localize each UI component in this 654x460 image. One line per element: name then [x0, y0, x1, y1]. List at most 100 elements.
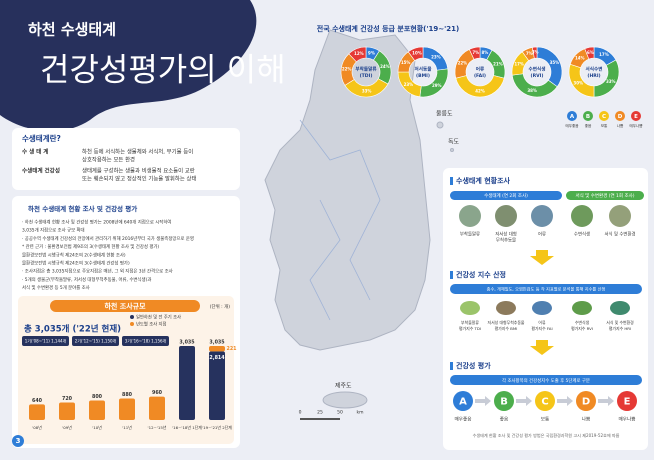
grade-letter: A [570, 114, 575, 120]
grade-circle [576, 391, 596, 411]
page-number: 3 [16, 437, 21, 445]
donut-label: 35% [550, 60, 560, 65]
value-label: 720 [62, 396, 73, 402]
definition-text: 또는 훼손되지 않고 정상적인 기능을 발휘하는 상태 [82, 175, 196, 183]
donut-label: 42% [475, 89, 485, 94]
grade-label: 매우좋음 [455, 416, 472, 423]
ulleungdo [436, 121, 444, 129]
grade-label: 나쁨 [617, 123, 624, 128]
legend-label: 일반하천 및 전 주기 조사 [136, 314, 181, 321]
grade-arrow [475, 396, 491, 406]
chart-panel [18, 296, 234, 444]
x-tick-label: '19~'21년 2단계 [202, 425, 232, 430]
grade-label: 보통 [601, 123, 608, 128]
scale-label: km [357, 410, 364, 416]
bar [209, 346, 225, 352]
value-label: 960 [152, 390, 163, 396]
value-label: 640 [32, 398, 43, 404]
definition-text: 상호작용하는 모든 환경 [82, 156, 135, 164]
tab-pill [566, 191, 644, 200]
x-tick-label: '09년 [62, 425, 72, 430]
donut-title: (BMI) [416, 73, 430, 79]
definition-term: 수 생 태 계 [22, 148, 48, 156]
donut-label: 30% [573, 80, 583, 85]
status-line: 서식 및 수변환경 등 5개 분야를 조사 [22, 284, 90, 291]
eval-note: 각 조사항목의 건강성지수 도출 후 5단계로 구분 [502, 377, 590, 384]
legend-swatch [130, 315, 134, 319]
grade-label: 좋음 [585, 124, 592, 128]
survey-item: 저서성 대형 [495, 231, 517, 238]
status-line: · 공공수역 수생태계 건강성의 전망에서 관리하기 위해 2016년부터 국가… [22, 235, 194, 242]
grade-letter: C [541, 397, 548, 408]
tab-pill [450, 191, 562, 200]
index-label: 평가지수 BMI [495, 326, 518, 331]
scale-label: 0 [299, 410, 302, 416]
chart-title: 하천 조사규모 [104, 302, 146, 311]
donut-title: 수변식생 [529, 66, 546, 73]
definition-title: 수생태계란? [22, 133, 61, 143]
survey-item: 수변식생 [574, 231, 590, 238]
map-label: 독도 [448, 139, 460, 146]
section-marker [450, 271, 453, 279]
korea-map [264, 29, 431, 351]
bar [89, 400, 105, 420]
status-line: * 관련 근거 : 물환경보전법 제9조의 3(수생태계 현황 조사 및 건강성… [22, 243, 159, 250]
donut-title: (HRI) [587, 73, 600, 79]
survey-photo [609, 205, 631, 227]
index-label: 부착돌말류 [461, 320, 479, 325]
grade-label: 매우나쁨 [619, 416, 636, 423]
survey-photo [571, 205, 593, 227]
index-icon [532, 301, 552, 315]
donut-title: (RVI) [530, 73, 543, 79]
donut-label: 24% [380, 64, 390, 69]
donut-slice [407, 46, 424, 62]
definition-text: 생태계를 구성하는 생물과 비생물적 요소들이 교란 [82, 167, 195, 175]
grade-arrow [598, 396, 614, 406]
donut-slice [348, 46, 367, 63]
donut-title: (TDI) [360, 73, 373, 79]
grade-letter: A [459, 397, 467, 408]
donut-label: 10% [412, 50, 422, 55]
grade-dot [631, 111, 641, 121]
tab-label: 서식 및 수변환경 (연 1회 조사) [575, 192, 634, 199]
grade-letter: D [618, 114, 623, 120]
grade-dot [615, 111, 625, 121]
scale-label: 50 [337, 410, 343, 416]
grade-circle [535, 391, 555, 411]
section-marker [450, 177, 453, 185]
survey-photo [495, 205, 517, 227]
grade-label: 좋음 [500, 417, 508, 423]
donut-label: 22% [458, 61, 468, 66]
index-label: 평가지수 RVI [571, 326, 593, 331]
survey-item: 부착돌말류 [460, 231, 480, 238]
bar [209, 351, 225, 420]
donut-label: 17% [514, 61, 524, 66]
index-note: 종수, 개체밀도, 오염민감도 등 각 지표별로 분석을 통해 지수를 산정 [487, 285, 606, 292]
index-icon [610, 301, 630, 315]
tab-label: 수생태계 (연 2회 조사) [484, 192, 528, 199]
donut-label: 23% [431, 54, 441, 59]
chart-title-pill [50, 300, 200, 312]
bar [29, 404, 45, 420]
status-line: 3,035개 지점으로 조사 규모 확대 [22, 227, 85, 234]
grade-letter: E [634, 114, 638, 120]
status-line: · 하천 수생태계 현황 조사 및 건강성 평가는 2008년에 640개 지점… [22, 219, 171, 226]
donut-label: 38% [527, 88, 537, 93]
grade-letter: C [602, 114, 606, 120]
index-label: 평가지수 HRI [609, 326, 631, 331]
grade-circle [617, 391, 637, 411]
survey-item: 무척추동물 [496, 237, 516, 244]
note-band [450, 375, 642, 385]
grade-arrow [516, 396, 532, 406]
grade-dot [599, 111, 609, 121]
chart-unit: (단위 : 개) [210, 303, 231, 310]
x-tick-label: '08년 [32, 425, 42, 430]
bar [119, 398, 135, 420]
x-tick-label: '12~'15년 [148, 425, 167, 430]
bar [179, 346, 195, 420]
note-box [122, 336, 169, 346]
page-subtitle: 건강성평가의 이해 [40, 51, 286, 89]
definition-term: 수생태계 건강성 [22, 167, 60, 175]
